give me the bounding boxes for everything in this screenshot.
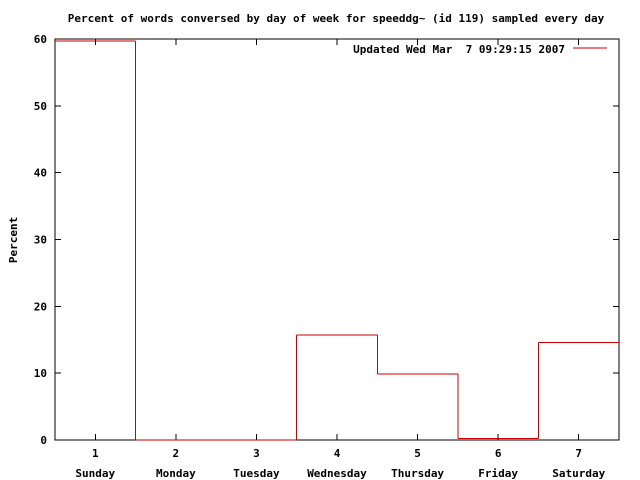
x-category-label: Wednesday [307,467,367,480]
plot-frame [54,38,620,441]
y-tick-label: 50 [34,100,47,113]
x-tick-label: 5 [414,447,421,460]
y-axis-ticks: 0 10 20 30 40 50 60 [34,33,619,447]
y-tick-label: 0 [40,434,47,447]
legend: Updated Wed Mar 7 09:29:15 2007 [353,43,607,56]
x-tick-label: 2 [173,447,180,460]
x-tick-label: 7 [575,447,582,460]
x-tick-label: 1 [92,447,99,460]
x-tick-label: 6 [495,447,502,460]
x-category-label: Tuesday [233,467,280,480]
y-tick-label: 20 [34,300,47,313]
x-axis-ticks: 1 Sunday 2 Monday 3 Tuesday 4 Wednesday 5 Thursda… [75,39,606,480]
y-axis-label: Percent [7,217,20,263]
x-category-label: Friday [478,467,518,480]
y-tick-label: 10 [34,367,47,380]
x-category-label: Monday [156,467,196,480]
y-tick-label: 40 [34,167,47,180]
series-layer [55,40,619,441]
x-category-label: Sunday [75,467,115,480]
x-tick-label: 3 [253,447,260,460]
y-tick-label: 60 [34,33,47,46]
x-tick-label: 4 [334,447,341,460]
chart-title: Percent of words conversed by day of wee… [68,12,605,25]
x-category-label: Thursday [391,467,444,480]
x-category-label: Saturday [552,467,605,480]
legend-label: Updated Wed Mar 7 09:29:15 2007 [353,43,565,56]
y-tick-label: 30 [34,234,47,247]
